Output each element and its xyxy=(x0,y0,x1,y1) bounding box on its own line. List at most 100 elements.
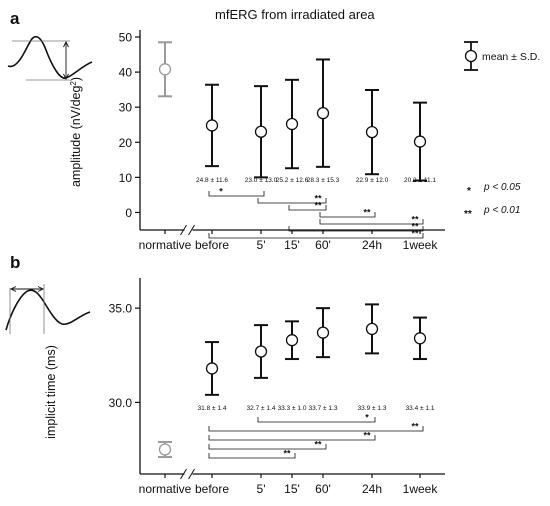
value-label: 32.7 ± 1.4 xyxy=(247,405,276,412)
significance-stars: ** xyxy=(363,208,371,218)
plot-amplitude: 0 10 20 30 40 50 normative before 5' 15' 60' 24h 1we… xyxy=(119,30,445,252)
mean-marker xyxy=(316,107,330,120)
mean-marker xyxy=(254,125,268,138)
value-label: 22.9 ± 12.0 xyxy=(356,177,389,184)
mean-marker xyxy=(413,135,427,148)
normative-point xyxy=(158,440,172,459)
data-point xyxy=(413,101,427,182)
value-label: 25.2 ± 12.6 xyxy=(276,177,309,184)
sig-legend-stars-1: * xyxy=(467,186,471,197)
mean-marker xyxy=(254,345,268,358)
mean-marker xyxy=(365,125,379,139)
significance-bracket xyxy=(257,417,376,423)
mean-marker xyxy=(158,443,172,456)
mean-marker xyxy=(158,63,172,76)
x-tick-label: 24h xyxy=(362,482,382,496)
value-label: 20.2 ± 11.1 xyxy=(404,177,436,184)
data-point xyxy=(413,316,427,361)
y-tick-label: 40 xyxy=(119,66,133,80)
significance-stars: * xyxy=(365,413,369,423)
sig-legend-stars-2: ** xyxy=(464,209,472,220)
axis-break-mark xyxy=(180,468,195,480)
significance-bracket xyxy=(208,453,296,459)
data-point xyxy=(285,78,299,170)
mean-marker xyxy=(205,119,219,132)
value-label: 24.8 ± 11.6 xyxy=(196,177,228,184)
significance-bracket xyxy=(288,205,327,211)
data-point xyxy=(285,320,299,361)
data-point xyxy=(316,307,330,359)
data-point xyxy=(365,303,379,355)
value-label: 33.7 ± 1.3 xyxy=(309,405,338,412)
mean-marker xyxy=(285,117,299,131)
y-tick-label: 35.0 xyxy=(109,302,133,316)
significance-bracket xyxy=(288,226,424,232)
normative-point xyxy=(158,41,172,98)
y-axis-label-implicit-time: implicit time (ms) xyxy=(44,345,58,439)
significance-bracket xyxy=(257,198,327,204)
legend-label: mean ± S.D. xyxy=(482,51,540,63)
x-tick-label: 15' xyxy=(284,238,300,252)
significance-bracket xyxy=(319,219,424,225)
waveform-inset-implicit-time xyxy=(5,284,91,334)
y-tick-label: 20 xyxy=(119,136,133,150)
x-tick-label: normative xyxy=(139,238,192,252)
significance-bracket xyxy=(208,191,265,197)
value-label: 31.8 ± 1.4 xyxy=(198,405,227,412)
x-tick-label: 60' xyxy=(315,238,331,252)
x-tick-label: before xyxy=(195,482,229,496)
significance-stars: ** xyxy=(283,449,291,459)
y-tick-label: 30.0 xyxy=(109,396,133,410)
value-label: 33.9 ± 1.3 xyxy=(358,405,387,412)
value-label: 33.4 ± 1.1 xyxy=(406,405,435,412)
value-label: 28.3 ± 15.3 xyxy=(307,177,340,184)
data-point xyxy=(365,89,379,176)
significance-stars: ** xyxy=(411,215,419,225)
x-tick-label: 60' xyxy=(315,482,331,496)
significance-bracket xyxy=(208,426,424,432)
significance-stars: ** xyxy=(411,229,419,239)
value-label: 23.0 ± 13.0 xyxy=(245,177,278,184)
waveform-inset-amplitude xyxy=(7,36,93,81)
x-tick-label: 5' xyxy=(257,238,266,252)
mean-marker xyxy=(285,334,299,347)
significance-bracket xyxy=(208,435,376,441)
x-tick-label: 1week xyxy=(403,482,439,496)
significance-stars: ** xyxy=(363,431,371,441)
mean-marker xyxy=(365,322,379,336)
plot-implicit-time: 30.0 35.0 normative before 5' 15' 60' 24h 1week 3… xyxy=(109,278,445,496)
x-tick-label: 1week xyxy=(403,238,439,252)
sig-legend-text-2: p < 0.01 xyxy=(483,205,520,216)
y-tick-label: 0 xyxy=(125,206,132,220)
sig-legend-text-1: p < 0.05 xyxy=(483,182,521,193)
significance-stars: ** xyxy=(411,422,419,432)
significance-stars: ** xyxy=(314,440,322,450)
mean-marker xyxy=(413,332,427,345)
panel-b-label: b xyxy=(10,253,20,272)
data-point xyxy=(254,85,268,179)
y-axis-label-amplitude: amplitude (nV/deg2) xyxy=(69,77,83,187)
chart-title: mfERG from irradiated area xyxy=(215,7,375,22)
data-point xyxy=(254,324,268,379)
mean-marker xyxy=(316,326,330,339)
x-tick-label: 5' xyxy=(257,482,266,496)
panel-a-label: a xyxy=(10,9,20,28)
mean-marker xyxy=(205,362,219,375)
significance-stars: ** xyxy=(314,201,322,211)
significance-stars: * xyxy=(219,187,223,197)
y-tick-label: 50 xyxy=(119,31,133,45)
x-tick-label: before xyxy=(195,238,229,252)
significance-stars: ** xyxy=(314,194,322,204)
significance-legend: * p < 0.05 ** p < 0.01 xyxy=(464,182,521,220)
data-point xyxy=(205,341,219,396)
significance-bracket xyxy=(208,444,327,450)
significance-stars: ** xyxy=(411,222,419,232)
x-tick-label: normative xyxy=(139,482,192,496)
x-tick-label: 15' xyxy=(284,482,300,496)
data-point xyxy=(205,83,219,168)
data-point xyxy=(316,58,330,168)
x-tick-label: 24h xyxy=(362,238,382,252)
significance-bracket xyxy=(208,233,424,239)
legend-mean-sd: mean ± S.D. xyxy=(464,41,540,71)
